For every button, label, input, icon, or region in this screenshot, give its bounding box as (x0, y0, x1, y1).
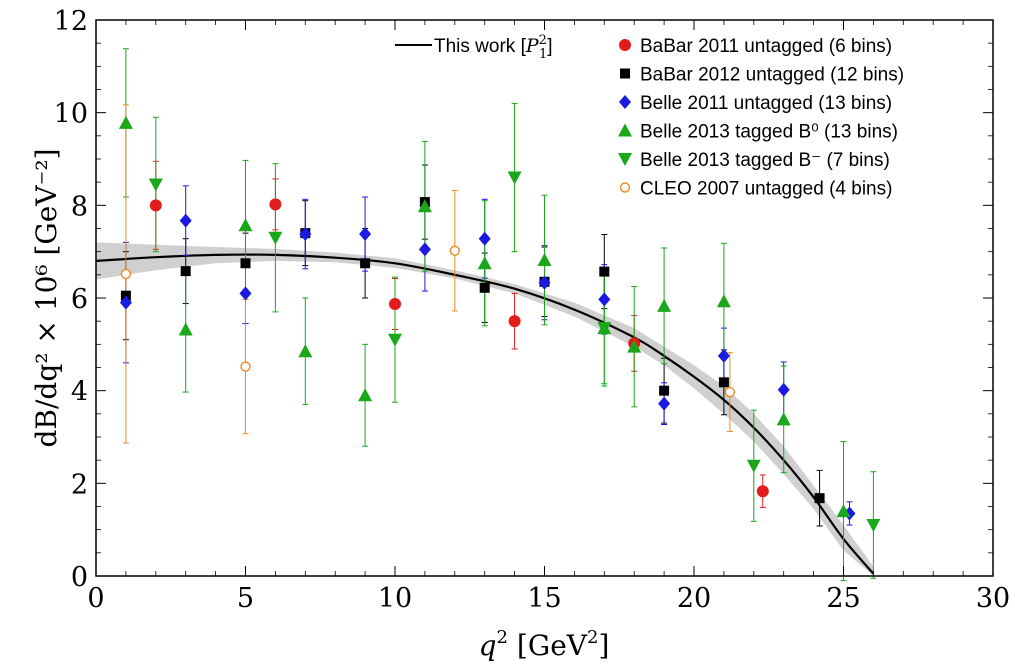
legend-label: Belle 2013 tagged B⁰ (13 bins) (640, 122, 898, 143)
y-tick-label: 2 (71, 469, 88, 500)
x-tick-label: 0 (87, 583, 104, 614)
data-point (148, 178, 163, 192)
data-point (507, 171, 522, 185)
data-point (597, 322, 612, 336)
y-axis-title: dB/dq² × 10⁶ [GeV⁻²] (30, 148, 63, 447)
x-tick-label: 30 (976, 583, 1010, 614)
data-point (119, 295, 132, 310)
data-point (658, 396, 671, 411)
x-tick-label: 25 (826, 583, 860, 614)
data-point (718, 377, 729, 388)
data-point (477, 256, 492, 270)
data-point (866, 519, 881, 533)
data-point (479, 282, 490, 293)
data-point (716, 294, 731, 308)
y-tick-label: 8 (71, 191, 88, 222)
data-point (776, 412, 791, 426)
data-point (814, 493, 825, 504)
axis-ticks: 0 5 10 15 20 25 30 0 2 4 6 8 10 12 (54, 6, 1011, 614)
series-markers-4 (148, 171, 881, 533)
y-tick-label: 10 (54, 99, 88, 130)
data-point (627, 339, 642, 353)
data-point (449, 245, 460, 256)
x-axis-title-unit: [GeV (508, 629, 588, 662)
data-point (389, 298, 401, 311)
data-point (299, 227, 312, 242)
legend-marker (619, 182, 631, 193)
data-point (478, 231, 491, 246)
y-tick-label: 6 (71, 284, 88, 315)
series-1 (122, 164, 823, 527)
data-point (538, 275, 551, 290)
series-markers-0 (149, 198, 769, 498)
legend-label: Belle 2011 untagged (13 bins) (640, 93, 892, 114)
x-tick-label: 20 (677, 583, 711, 614)
x-axis-title: q2 [GeV2] (479, 627, 610, 662)
series-markers-2 (119, 213, 856, 521)
data-point (746, 459, 761, 473)
data-point (657, 298, 672, 312)
data-point (358, 388, 373, 402)
legend-label: BaBar 2011 untagged (6 bins) (640, 36, 892, 57)
data-point (240, 361, 251, 372)
data-point (508, 315, 521, 328)
series-0 (152, 160, 766, 508)
data-point (417, 199, 432, 213)
data-point (269, 198, 282, 211)
data-point (756, 485, 769, 498)
y-tick-label: 0 (71, 562, 88, 593)
data-points (118, 48, 881, 582)
data-point (179, 213, 192, 228)
data-point (388, 333, 402, 347)
legend: This work [P2 1] BaBar 2011 untagged (6 b… (395, 33, 904, 200)
data-point (360, 258, 371, 269)
data-point (120, 268, 132, 280)
x-tick-label: 15 (527, 583, 561, 614)
legend-marker (619, 95, 631, 109)
data-point (537, 253, 552, 267)
data-point (717, 348, 730, 363)
legend-marker (618, 123, 632, 137)
series-markers-5 (120, 245, 736, 398)
legend-marker (619, 39, 631, 51)
data-point (724, 386, 736, 398)
data-point (178, 322, 193, 336)
legend-label: CLEO 2007 untagged (4 bins) (640, 179, 892, 200)
legend-label: Belle 2013 tagged B⁻ (7 bins) (640, 150, 890, 171)
data-point (777, 382, 790, 397)
data-point (118, 115, 133, 129)
data-point (359, 227, 372, 242)
legend-fit-label: This work [P2 1] (434, 33, 553, 62)
data-point (836, 504, 851, 518)
data-point (418, 242, 431, 257)
x-tick-label: 5 (237, 583, 254, 614)
y-tick-label: 4 (71, 377, 88, 408)
x-axis-title-q: q (479, 629, 497, 662)
data-point (599, 266, 610, 277)
legend-marker (618, 153, 632, 166)
legend-marker (620, 68, 630, 79)
data-point (240, 258, 251, 269)
data-point (659, 385, 670, 396)
data-point (238, 218, 253, 232)
series-markers-3 (118, 115, 851, 518)
data-point (598, 292, 611, 307)
data-point (180, 266, 191, 277)
data-point (149, 199, 162, 212)
y-tick-label: 12 (54, 6, 88, 37)
data-point (268, 231, 283, 245)
data-point (298, 344, 313, 358)
x-tick-label: 10 (378, 583, 412, 614)
data-point (239, 286, 252, 301)
series-markers-1 (120, 197, 825, 504)
legend-label: BaBar 2012 untagged (12 bins) (640, 65, 904, 86)
